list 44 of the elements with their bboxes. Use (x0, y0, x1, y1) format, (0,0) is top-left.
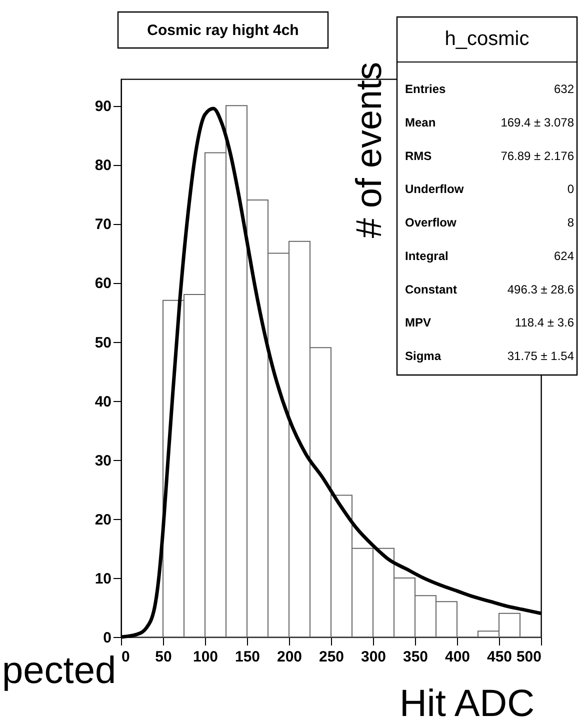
y-tick-label: 70 (94, 216, 112, 234)
y-tick-label: 0 (103, 630, 112, 646)
y-tick-label: 80 (94, 157, 112, 174)
y-tick-label: 90 (94, 98, 112, 116)
x-tick-label: 250 (318, 648, 344, 666)
text: 0 (567, 182, 574, 196)
annotation: MPV (405, 316, 432, 330)
x-tick-label: 50 (155, 648, 172, 666)
x-tick-label: 200 (276, 648, 302, 666)
x-tick-label: 300 (360, 648, 386, 666)
x-tick-label: 450 (486, 648, 512, 666)
annotation: 31.75 ± 1.54 (507, 349, 574, 363)
annotation: Sigma (405, 349, 442, 363)
text: 624 (554, 248, 574, 263)
text: h_cosmic (444, 28, 530, 50)
annotation: 118.4 ± 3.6 (514, 316, 574, 330)
annotation: Underflow (405, 182, 464, 196)
x-axis-title: Hit ADC (399, 683, 535, 725)
text: 632 (554, 82, 574, 96)
x-tick-label: 0 (122, 648, 130, 666)
y-tick-label: 20 (94, 511, 112, 528)
y-tick-label: 60 (94, 275, 112, 292)
y-tick-label: 40 (94, 393, 112, 410)
annotation: Constant (405, 282, 457, 296)
annotation: RMS (405, 148, 432, 163)
text: pected (2, 650, 116, 692)
y-tick-label: 30 (94, 452, 112, 470)
annotation: 76.89 ± 2.176 (500, 148, 574, 163)
annotation: 496.3 ± 28.6 (507, 282, 574, 296)
annotation: 169.4 ± 3.078 (500, 115, 574, 130)
annotation: Mean (405, 115, 436, 130)
y-axis-title: # of events (348, 62, 389, 238)
chart-title: Cosmic ray hight 4ch (147, 22, 299, 39)
annotation: Integral (405, 248, 448, 263)
annotation: Entries (405, 82, 446, 96)
x-tick-label: 150 (234, 648, 260, 666)
y-tick-label: 10 (94, 570, 112, 588)
x-tick-label: 400 (444, 648, 470, 666)
annotation: Overflow (405, 216, 458, 230)
x-tick-label: 500 (516, 648, 542, 666)
text: 8 (567, 216, 574, 230)
y-tick-label: 50 (94, 334, 112, 352)
x-tick-label: 350 (402, 648, 428, 666)
x-tick-label: 100 (192, 648, 218, 666)
